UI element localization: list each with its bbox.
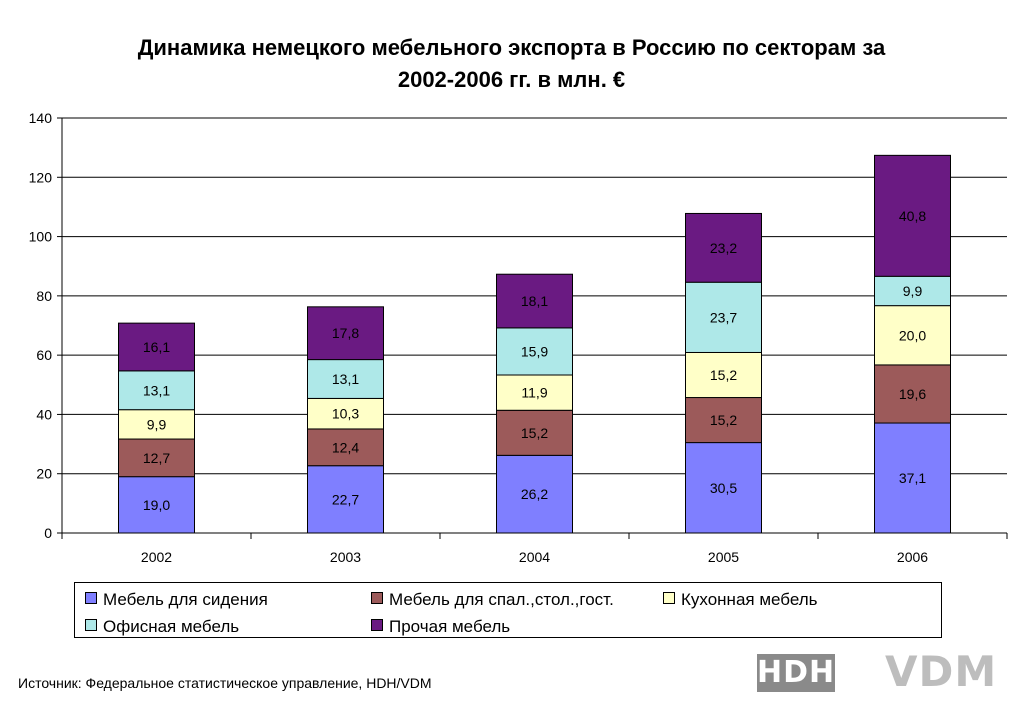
- legend-item-bedroom: Мебель для спал.,стол.,гост.: [371, 590, 614, 610]
- bar-office-2004: [496, 327, 573, 376]
- stacked-bar-chart: 19,0 12,7 9,9 13,1 16,1 22,7 12,4 10,3 13,1 17,8 2…: [29, 110, 1008, 565]
- bar-other-2004: [496, 273, 573, 329]
- data-label-kitchen-2006: 20,0: [899, 327, 926, 343]
- chart-legend: Мебель для сидения Мебель для спал.,стол…: [74, 582, 942, 638]
- data-label-other-2003: 17,8: [332, 325, 359, 341]
- bar-other-2005: [685, 212, 762, 283]
- data-label-seating-2002: 19,0: [143, 497, 170, 513]
- legend-label-seating: Мебель для сидения: [103, 590, 268, 609]
- data-label-office-2003: 13,1: [332, 371, 359, 387]
- legend-label-other: Прочая мебель: [389, 617, 511, 636]
- bar-bedroom-2006: [874, 364, 951, 424]
- data-label-other-2005: 23,2: [710, 240, 737, 256]
- bar-kitchen-2006: [874, 305, 951, 366]
- data-label-other-2006: 40,8: [899, 208, 926, 224]
- y-tick-label: 140: [29, 110, 53, 126]
- x-tick-label: 2002: [141, 549, 172, 565]
- data-label-seating-2003: 22,7: [332, 491, 359, 507]
- legend-label-office: Офисная мебель: [103, 617, 240, 636]
- data-label-bedroom-2006: 19,6: [899, 386, 926, 402]
- legend-swatch-other: [371, 619, 383, 631]
- chart-title-line-1: Динамика немецкого мебельного экспорта в…: [137, 35, 886, 60]
- bar-office-2003: [307, 359, 384, 399]
- bar-bedroom-2005: [685, 397, 762, 444]
- bar-bedroom-2004: [496, 409, 573, 456]
- y-tick-label: 20: [36, 466, 52, 482]
- legend-swatch-bedroom: [371, 592, 383, 604]
- bar-bedroom-2002: [118, 438, 195, 478]
- legend-label-bedroom: Мебель для спал.,стол.,гост.: [389, 590, 614, 609]
- data-label-bedroom-2002: 12,7: [143, 450, 170, 466]
- bar-other-2002: [118, 322, 195, 372]
- bar-seating-2006: [874, 422, 951, 534]
- bar-kitchen-2005: [685, 351, 762, 399]
- chart-title-line-2: 2002-2006 гг. в млн. €: [397, 67, 626, 92]
- legend-item-other: Прочая мебель: [371, 617, 510, 637]
- data-label-bedroom-2003: 12,4: [332, 439, 359, 455]
- bar-seating-2005: [685, 442, 762, 534]
- data-label-other-2004: 18,1: [521, 293, 548, 309]
- data-label-kitchen-2002: 9,9: [147, 416, 167, 432]
- legend-swatch-office: [85, 619, 97, 631]
- data-label-office-2002: 13,1: [143, 382, 170, 398]
- data-label-office-2006: 9,9: [903, 283, 923, 299]
- x-tick-label: 2005: [708, 549, 739, 565]
- bar-other-2003: [307, 306, 384, 361]
- x-tick-label: 2004: [519, 549, 550, 565]
- y-tick-label: 60: [36, 347, 52, 363]
- data-label-kitchen-2005: 15,2: [710, 367, 737, 383]
- y-tick-label: 0: [44, 525, 52, 541]
- legend-item-office: Офисная мебель: [85, 617, 239, 637]
- data-label-other-2002: 16,1: [143, 339, 170, 355]
- y-tick-label: 120: [29, 169, 53, 185]
- axes: 0 20 40 60 80 100 120 140 2002 2003 2004 2005 2006: [29, 110, 1008, 565]
- bar-seating-2002: [118, 476, 195, 534]
- bar-kitchen-2002: [118, 409, 195, 440]
- data-label-kitchen-2004: 11,9: [521, 385, 547, 401]
- bar-kitchen-2003: [307, 397, 384, 430]
- x-tick-label: 2003: [330, 549, 361, 565]
- legend-label-kitchen: Кухонная мебель: [681, 590, 818, 609]
- bar-bedroom-2003: [307, 428, 384, 467]
- data-label-seating-2004: 26,2: [521, 486, 548, 502]
- data-label-seating-2005: 30,5: [710, 480, 737, 496]
- data-label-office-2005: 23,7: [710, 309, 737, 325]
- legend-item-seating: Мебель для сидения: [85, 590, 268, 610]
- y-tick-label: 40: [36, 406, 52, 422]
- bar-other-2006: [874, 154, 951, 277]
- source-note: Источник: Федеральное статистическое упр…: [18, 675, 432, 691]
- vdm-logo: VDM: [885, 647, 998, 696]
- data-label-office-2004: 15,9: [521, 343, 548, 359]
- legend-item-kitchen: Кухонная мебель: [663, 590, 818, 610]
- y-tick-label: 100: [29, 229, 53, 245]
- bars: 19,0 12,7 9,9 13,1 16,1 22,7 12,4 10,3 13,1 17,8 2…: [118, 154, 951, 534]
- bar-office-2002: [118, 370, 195, 411]
- hdh-logo: HDH: [757, 654, 836, 692]
- data-label-seating-2006: 37,1: [899, 470, 926, 486]
- bar-office-2006: [874, 275, 951, 307]
- x-tick-label: 2006: [897, 549, 928, 565]
- legend-swatch-seating: [85, 592, 97, 604]
- data-label-bedroom-2005: 15,2: [710, 412, 737, 428]
- data-label-bedroom-2004: 15,2: [521, 425, 548, 441]
- y-tick-label: 80: [36, 288, 52, 304]
- legend-swatch-kitchen: [663, 592, 675, 604]
- data-label-kitchen-2003: 10,3: [332, 406, 359, 422]
- bar-kitchen-2004: [496, 374, 573, 411]
- chart-title: Динамика немецкого мебельного экспорта в…: [40, 32, 983, 96]
